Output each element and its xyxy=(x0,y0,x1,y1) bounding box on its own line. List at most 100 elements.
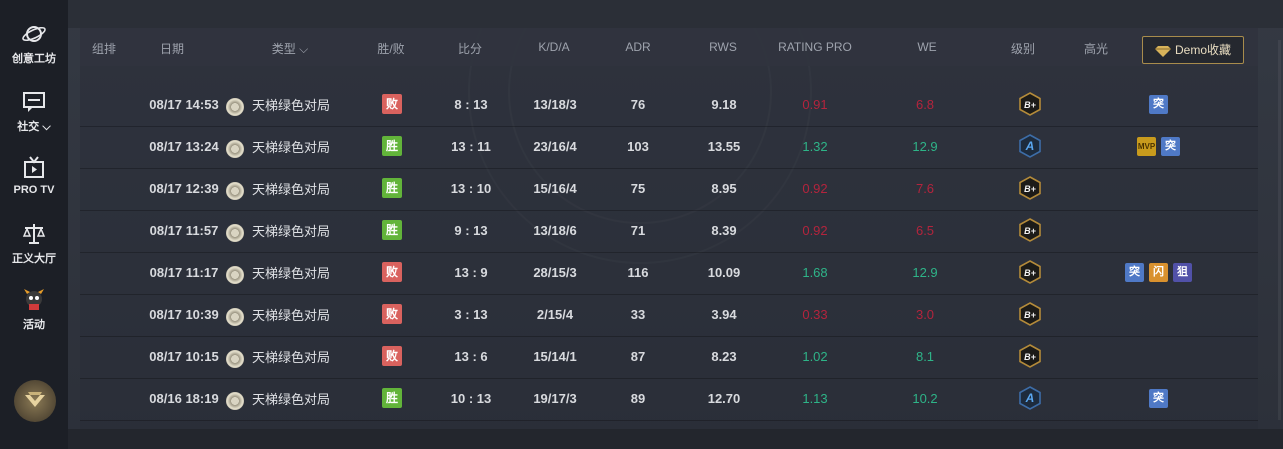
rank-b-plus-icon[interactable]: B+ xyxy=(1018,92,1042,116)
table-row[interactable]: 08/17 11:17 天梯绿色对局 败 13 : 9 28/15/3 116 10.09 1… xyxy=(80,252,1258,295)
match-we: 8.1 xyxy=(915,349,935,364)
bottom-strip xyxy=(68,429,1283,449)
highlight-tags: 突闪狙 xyxy=(1125,263,1197,282)
table-row[interactable]: 08/17 10:15 天梯绿色对局 败 13 : 6 15/14/1 87 8.23 1.0… xyxy=(80,336,1258,379)
planet-icon xyxy=(22,26,46,42)
ladder-medal-icon xyxy=(226,97,244,116)
rank-a-icon[interactable]: A xyxy=(1018,134,1042,158)
match-score: 10 : 13 xyxy=(450,391,492,406)
win-badge: 胜 xyxy=(382,178,402,198)
match-date: 08/17 10:39 xyxy=(149,307,219,322)
rank-label: B+ xyxy=(1024,352,1036,362)
match-we: 6.5 xyxy=(915,223,935,238)
header-score[interactable]: 比分 xyxy=(457,42,483,56)
match-score: 8 : 13 xyxy=(454,97,488,112)
rank-label: B+ xyxy=(1024,184,1036,194)
diamond-icon xyxy=(1154,45,1171,57)
ladder-medal-icon xyxy=(226,139,244,158)
header-rws[interactable]: RWS xyxy=(709,40,737,54)
match-rws: 9.18 xyxy=(711,97,737,112)
table-row[interactable]: 08/17 13:24 天梯绿色对局 胜 13 : 11 23/16/4 103 13.55… xyxy=(80,126,1258,169)
badge-shape xyxy=(25,392,45,407)
tv-icon xyxy=(24,156,44,178)
match-type-label: 天梯绿色对局 xyxy=(252,350,331,365)
table-row[interactable]: 08/17 10:39 天梯绿色对局 败 3 : 13 2/15/4 33 3.94 0.33… xyxy=(80,294,1258,337)
loss-badge: 败 xyxy=(382,262,402,282)
match-kda: 15/14/1 xyxy=(533,349,577,364)
header-adr[interactable]: ADR xyxy=(625,40,651,54)
match-score: 13 : 6 xyxy=(454,349,488,364)
highlight-tags: MVP 突 xyxy=(1137,137,1185,156)
match-type-label: 天梯绿色对局 xyxy=(252,182,331,197)
match-date: 08/17 14:53 xyxy=(149,97,219,112)
header-we[interactable]: WE xyxy=(917,40,937,54)
table-row[interactable]: 08/16 18:19 天梯绿色对局 胜 10 : 13 19/17/3 89 12.70 1… xyxy=(80,378,1258,421)
scrollbar[interactable] xyxy=(1278,40,1281,420)
header-kda[interactable]: K/D/A xyxy=(538,40,570,54)
highlight-breakthrough-tag[interactable]: 突 xyxy=(1149,389,1168,408)
sidebar-item-workshop[interactable]: 创意工坊 xyxy=(0,22,68,66)
match-type: 天梯绿色对局 xyxy=(226,389,330,410)
rank-b-plus-icon[interactable]: B+ xyxy=(1018,260,1042,284)
match-rating: 1.02 xyxy=(802,349,828,364)
match-score: 3 : 13 xyxy=(454,307,488,322)
rank-b-plus-icon[interactable]: B+ xyxy=(1018,176,1042,200)
table-row[interactable]: 08/17 11:57 天梯绿色对局 胜 9 : 13 13/18/6 71 8.39 0.9… xyxy=(80,210,1258,253)
highlight-flash-tag[interactable]: 闪 xyxy=(1149,263,1168,282)
rank-b-plus-icon[interactable]: B+ xyxy=(1018,218,1042,242)
highlight-breakthrough-tag[interactable]: 突 xyxy=(1149,95,1168,114)
rank-b-plus-icon[interactable]: B+ xyxy=(1018,302,1042,326)
highlight-tags: 突 xyxy=(1149,389,1173,408)
header-rating[interactable]: RATING PRO xyxy=(778,40,852,54)
sidebar-item-pro-tv[interactable]: PRO TV xyxy=(0,156,68,196)
header-highlight[interactable]: 高光 xyxy=(1083,42,1109,56)
match-we: 7.6 xyxy=(915,181,935,196)
sidebar-item-label: 活动 xyxy=(23,319,45,331)
sidebar-item-social[interactable]: 社交 ⌵ xyxy=(0,90,68,134)
header-result[interactable]: 胜/败 xyxy=(377,42,405,56)
highlight-mvp-tag[interactable]: MVP xyxy=(1137,137,1156,156)
match-type: 天梯绿色对局 xyxy=(226,95,330,116)
match-rws: 10.09 xyxy=(707,265,741,280)
match-date: 08/17 11:17 xyxy=(149,265,219,280)
match-type-label: 天梯绿色对局 xyxy=(252,140,331,155)
match-type: 天梯绿色对局 xyxy=(226,179,330,200)
header-date[interactable]: 日期 xyxy=(159,42,185,56)
match-we: 3.0 xyxy=(915,307,935,322)
table-header: 组排 日期 类型 ⌵ 胜/败 比分 K/D/A ADR RWS RATING P… xyxy=(80,28,1258,66)
demo-favorites-button[interactable]: Demo收藏 xyxy=(1142,36,1244,64)
header-rank[interactable]: 级别 xyxy=(1010,42,1036,56)
match-type-label: 天梯绿色对局 xyxy=(252,224,331,239)
ladder-medal-icon xyxy=(226,181,244,200)
top-strip xyxy=(68,0,1283,28)
highlight-breakthrough-tag[interactable]: 突 xyxy=(1125,263,1144,282)
match-history-panel: 组排 日期 类型 ⌵ 胜/败 比分 K/D/A ADR RWS RATING P… xyxy=(68,0,1283,449)
rank-b-plus-icon[interactable]: B+ xyxy=(1018,344,1042,368)
match-type: 天梯绿色对局 xyxy=(226,137,330,158)
sidebar-item-justice-hall[interactable]: 正义大厅 xyxy=(0,222,68,266)
match-rws: 8.39 xyxy=(711,223,737,238)
rank-label: B+ xyxy=(1024,100,1036,110)
rank-a-icon[interactable]: A xyxy=(1018,386,1042,410)
match-adr: 87 xyxy=(630,349,646,364)
highlight-sniper-tag[interactable]: 狙 xyxy=(1173,263,1192,282)
profile-badge-icon[interactable] xyxy=(14,380,56,422)
match-rating: 0.92 xyxy=(802,181,828,196)
match-kda: 15/16/4 xyxy=(533,181,577,196)
match-table: 组排 日期 类型 ⌵ 胜/败 比分 K/D/A ADR RWS RATING P… xyxy=(80,28,1258,429)
table-row[interactable]: 08/17 12:39 天梯绿色对局 胜 13 : 10 15/16/4 75 8.95 0.… xyxy=(80,168,1258,211)
match-score: 13 : 9 xyxy=(454,265,488,280)
chat-icon xyxy=(23,92,45,112)
match-rws: 8.95 xyxy=(711,181,737,196)
ladder-medal-icon xyxy=(226,349,244,368)
sidebar-item-events[interactable]: 活动 xyxy=(0,288,68,332)
header-type-dropdown[interactable]: 类型 ⌵ xyxy=(271,42,309,56)
match-rating: 0.91 xyxy=(802,97,828,112)
match-adr: 89 xyxy=(630,391,646,406)
match-rws: 12.70 xyxy=(707,391,741,406)
header-group[interactable]: 组排 xyxy=(91,42,117,56)
match-we: 6.8 xyxy=(915,97,935,112)
match-rws: 3.94 xyxy=(711,307,737,322)
table-row[interactable]: 08/17 14:53 天梯绿色对局 败 8 : 13 13/18/3 76 9.18 0.9… xyxy=(80,84,1258,127)
highlight-breakthrough-tag[interactable]: 突 xyxy=(1161,137,1180,156)
